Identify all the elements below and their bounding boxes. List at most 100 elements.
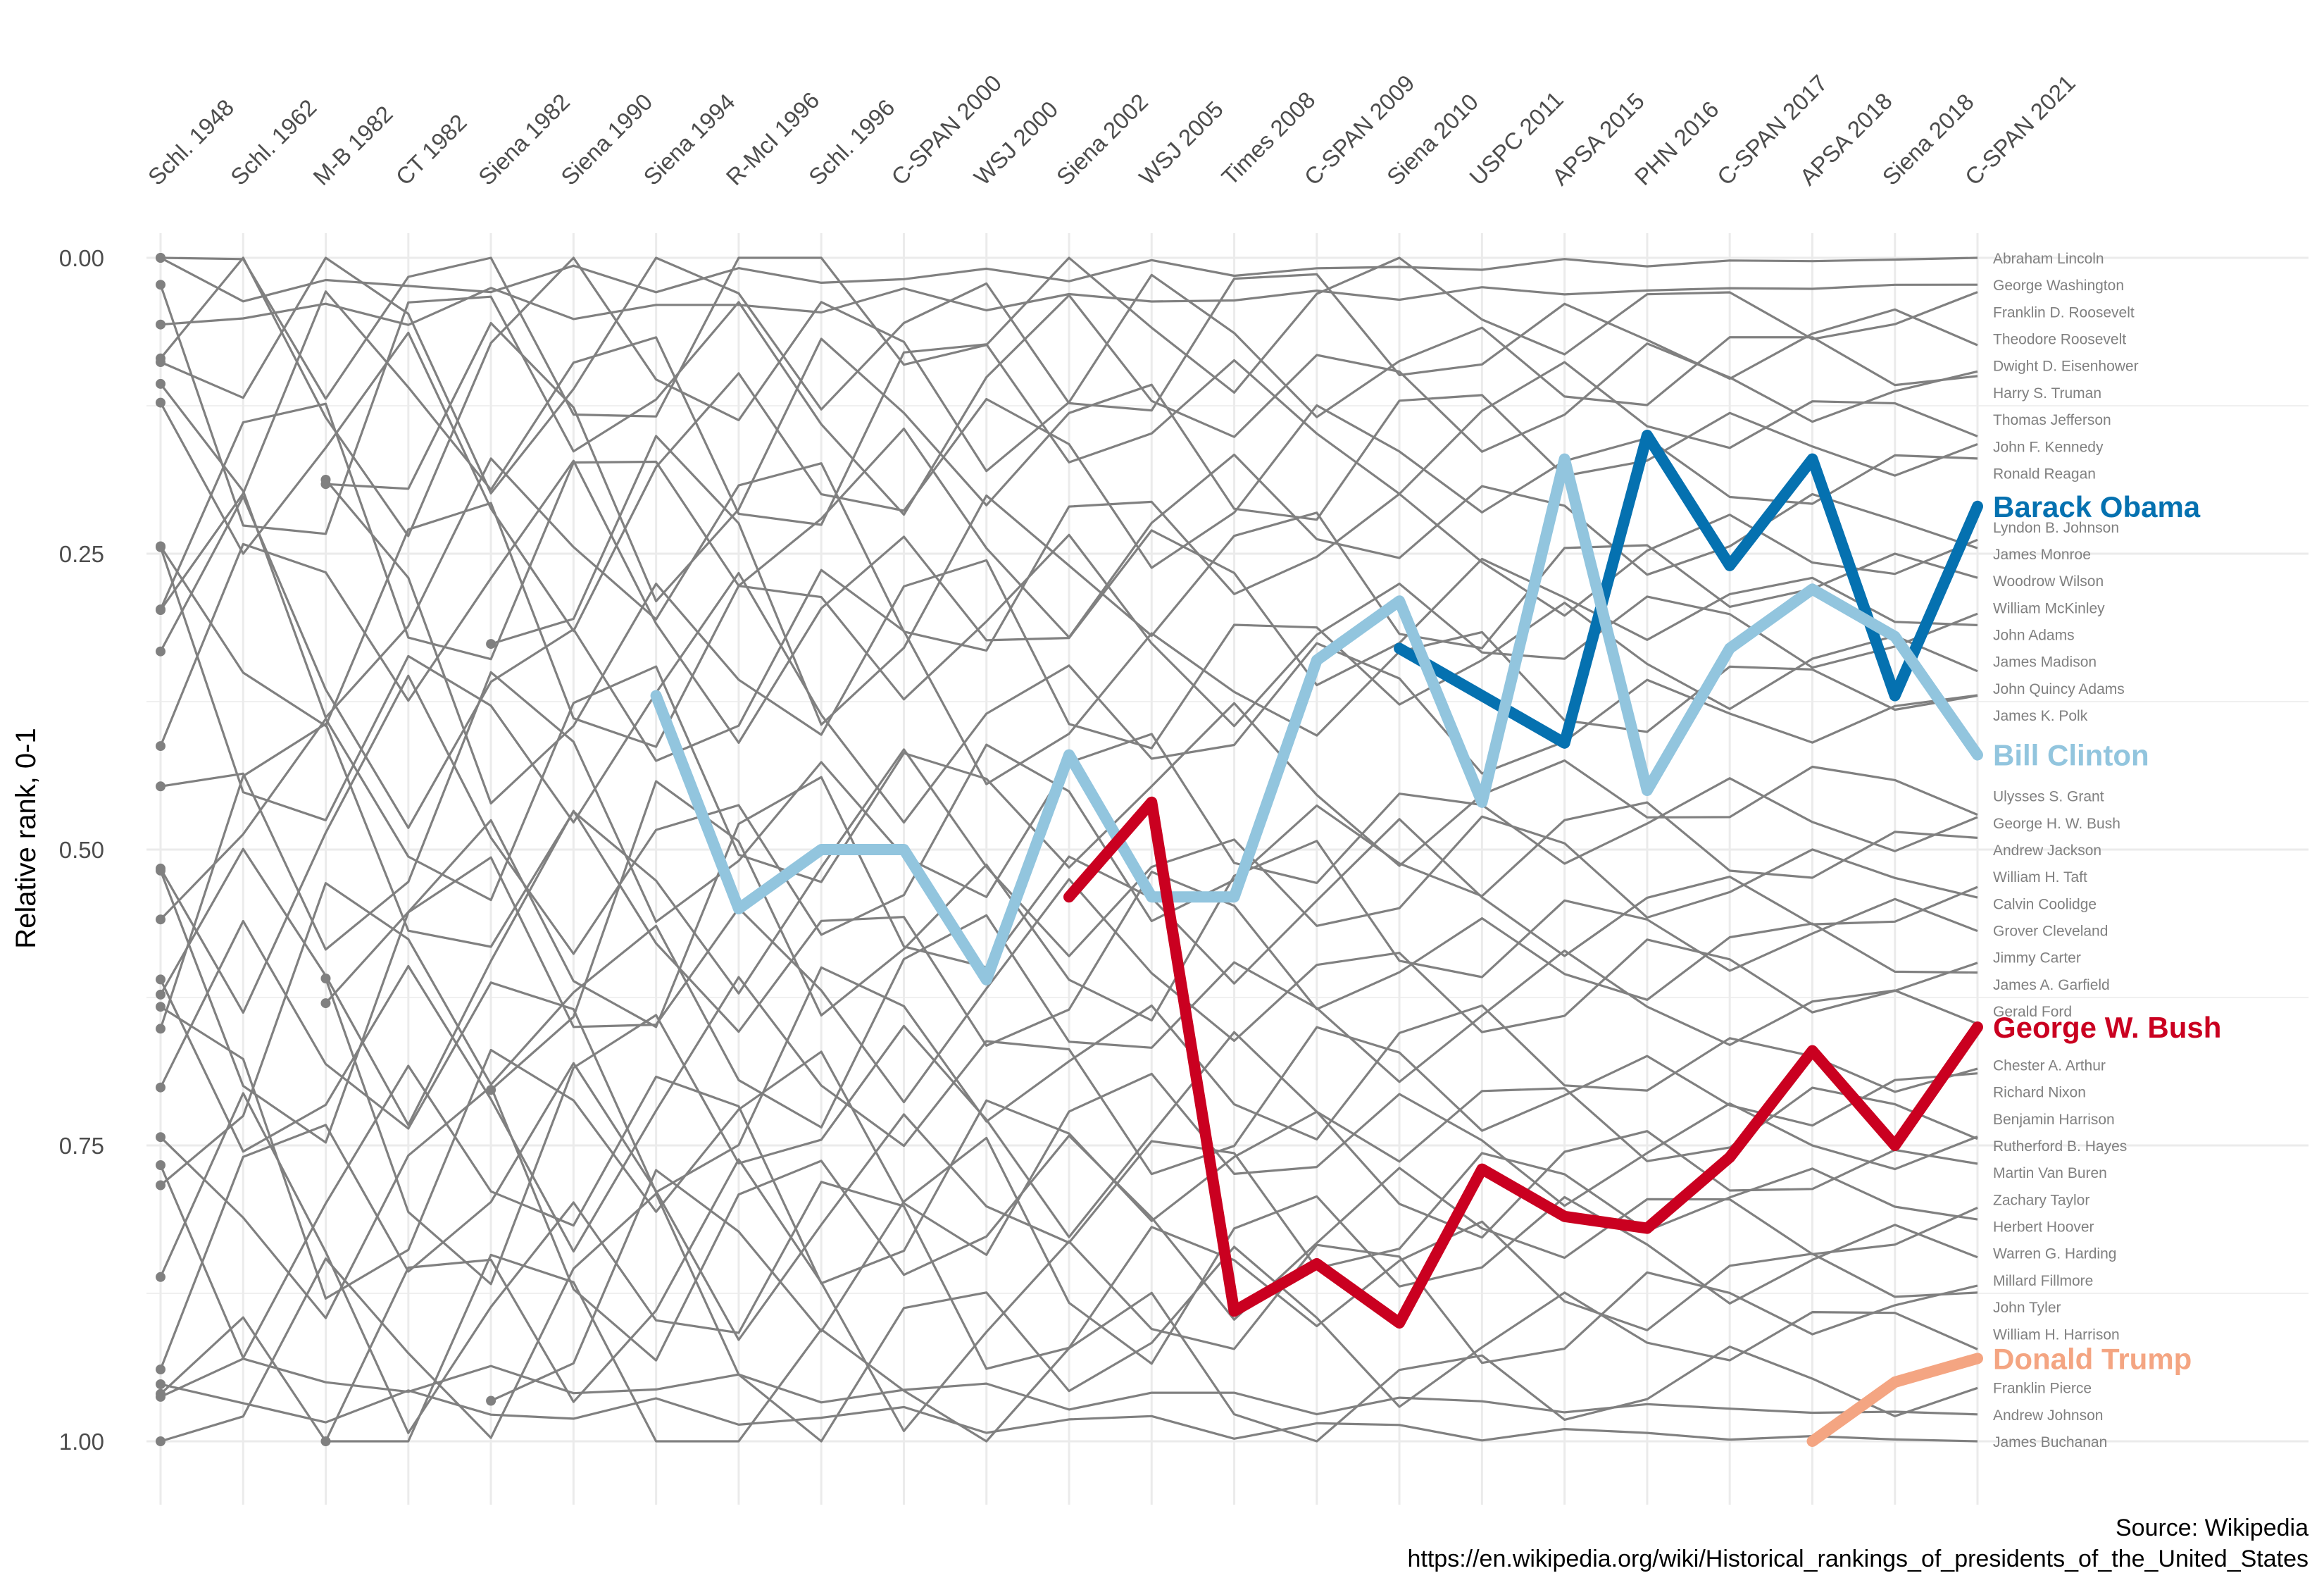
series-line: [159, 547, 1978, 824]
series-start-point: [156, 1436, 165, 1446]
series-label: Chester A. Arthur: [1993, 1057, 2106, 1074]
series-label: William McKinley: [1993, 600, 2105, 616]
series-label: Calvin Coolidge: [1993, 896, 2097, 912]
series-line: [160, 1357, 1978, 1416]
series-line: [324, 978, 1978, 1286]
series-label: Franklin D. Roosevelt: [1993, 304, 2135, 321]
series-label: Martin Van Buren: [1993, 1165, 2107, 1181]
series-label: George Washington: [1993, 278, 2124, 294]
series-line: [159, 809, 1978, 1126]
series-start-point: [486, 1396, 496, 1406]
source-line: Source: Wikipedia: [2116, 1515, 2309, 1541]
series-line: [160, 256, 1978, 303]
highlight-label: George W. Bush: [1993, 1011, 2221, 1044]
series-line: [159, 284, 1978, 535]
series-label: Grover Cleveland: [1993, 924, 2108, 940]
series-start-point: [156, 989, 165, 1000]
background-series: [156, 253, 1978, 1446]
series-label: Benjamin Harrison: [1993, 1112, 2115, 1128]
series-label: James Madison: [1993, 654, 2097, 671]
series-label: John Tyler: [1993, 1300, 2061, 1316]
series-start-point: [156, 1379, 165, 1389]
series-start-point: [486, 639, 496, 649]
series-label: George H. W. Bush: [1993, 816, 2120, 832]
series-label: John F. Kennedy: [1993, 439, 2104, 455]
series-label: Zachary Taylor: [1993, 1192, 2089, 1208]
series-start-point: [156, 604, 165, 615]
x-tick-label: Schl. 1962: [225, 94, 321, 190]
highlight-label: Bill Clinton: [1993, 739, 2149, 772]
series-label: Andrew Jackson: [1993, 843, 2101, 859]
series-line: [490, 780, 1978, 1091]
series-start-point: [320, 998, 331, 1009]
series-label: Warren G. Harding: [1993, 1246, 2116, 1262]
highlight-line: [1806, 1353, 1983, 1447]
series-label: Abraham Lincoln: [1993, 251, 2104, 267]
series-line: [159, 459, 1978, 747]
series-line: [159, 502, 1978, 748]
series-start-point: [156, 1391, 165, 1402]
highlight-line: [650, 453, 1983, 986]
series-line: [160, 1192, 1978, 1443]
series-label: Herbert Hoover: [1993, 1219, 2094, 1236]
series-line: [159, 256, 1978, 537]
series-label: Ronald Reagan: [1993, 466, 2096, 482]
series-label: Thomas Jefferson: [1993, 412, 2111, 428]
series-line: [325, 1158, 1978, 1442]
series-label: Harry S. Truman: [1993, 385, 2101, 402]
series-line: [159, 722, 1978, 1029]
series-line: [159, 964, 1978, 1253]
y-tick-label: 0.00: [59, 245, 104, 271]
x-tick-label: M-B 1982: [308, 101, 397, 190]
series-line: [159, 882, 1978, 1186]
series-start-point: [156, 741, 165, 752]
series-label: Ulysses S. Grant: [1993, 789, 2104, 805]
series-label: Andrew Johnson: [1993, 1407, 2103, 1424]
series-start-point: [156, 1082, 165, 1093]
series-label: Rutherford B. Hayes: [1993, 1138, 2127, 1155]
y-tick-label: 0.50: [59, 837, 104, 863]
series-line: [490, 1136, 1978, 1402]
series-line: [325, 322, 1978, 603]
series-start-point: [156, 646, 165, 657]
series-label: William H. Harrison: [1993, 1326, 2120, 1343]
series-label: John Quincy Adams: [1993, 681, 2125, 697]
series-start-point: [156, 1132, 165, 1143]
series-label: Woodrow Wilson: [1993, 573, 2104, 590]
series-start-point: [156, 319, 165, 330]
series-start-point: [156, 1160, 165, 1170]
series-line: [159, 665, 1978, 921]
series-line: [159, 856, 1978, 1144]
x-tick-label: CT 1982: [391, 109, 472, 190]
y-axis-ticks: 0.00 0.25 0.50 0.75 1.00: [59, 245, 104, 1455]
series-label: Millard Fillmore: [1993, 1273, 2093, 1289]
series-start-point: [156, 353, 165, 363]
series-label: John Adams: [1993, 628, 2075, 644]
series-label: Dwight D. Eisenhower: [1993, 359, 2139, 375]
x-tick-label: Schl. 1948: [143, 94, 239, 190]
series-start-point: [156, 1272, 165, 1282]
y-tick-label: 1.00: [59, 1429, 104, 1455]
series-label: Theodore Roosevelt: [1993, 332, 2126, 348]
series-label: Gerald Ford: [1993, 1004, 2072, 1020]
series-label: James A. Garfield: [1993, 977, 2110, 993]
series-start-point: [156, 1365, 165, 1374]
series-start-point: [156, 914, 165, 925]
series-line: [490, 435, 1978, 726]
series-line: [159, 383, 1978, 719]
series-start-point: [156, 1002, 165, 1012]
series-line: [160, 283, 1978, 326]
series-start-point: [156, 974, 165, 985]
series-line: [159, 674, 1978, 1014]
series-label: James Buchanan: [1993, 1434, 2107, 1450]
highlight-line: [1063, 796, 1983, 1329]
series-label: William H. Taft: [1993, 869, 2087, 885]
series-start-point: [156, 280, 165, 290]
series-line: [159, 290, 1978, 611]
y-axis-label: Relative rank, 0-1: [11, 728, 42, 948]
series-label: Richard Nixon: [1993, 1085, 2086, 1101]
series-start-point: [156, 781, 165, 792]
highlight-label: Donald Trump: [1993, 1342, 2192, 1375]
series-start-point: [156, 542, 165, 552]
